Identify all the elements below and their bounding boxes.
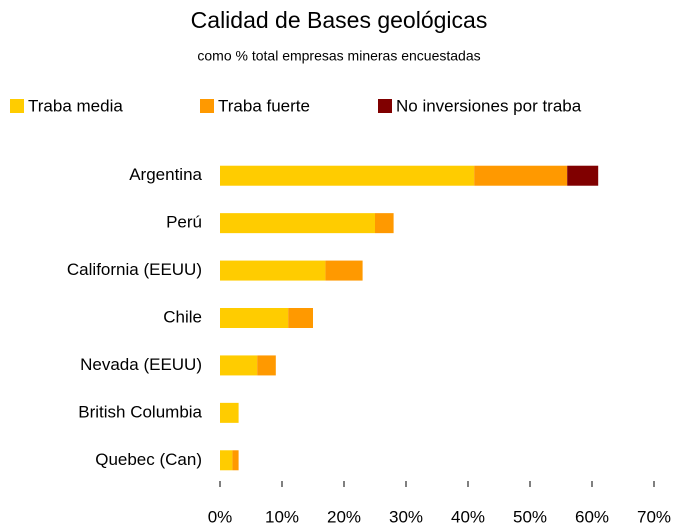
x-tick-label: 0% [208,507,233,526]
x-tick-label: 10% [265,507,299,526]
bar-segment [220,260,326,281]
bar-segment [325,260,363,281]
chart-subtitle: como % total empresas mineras encuestada… [197,48,480,64]
legend-swatch [378,99,392,113]
bar-segment [220,355,258,376]
bar-segment [220,308,289,328]
x-tick-label: 20% [327,507,361,526]
legend-swatch [10,99,24,113]
bar-segment [567,165,599,186]
bar-segment [474,165,568,186]
bar-segment [375,213,394,234]
bar-segment [257,355,276,376]
legend-label: Traba fuerte [218,96,310,115]
y-tick-label: Chile [163,307,202,326]
y-tick-label: Perú [166,213,202,232]
y-tick-label: Quebec (Can) [95,450,202,469]
bar-segment [220,402,239,423]
legend-label: No inversiones por traba [396,96,582,115]
legend-swatch [200,99,214,113]
bar-segment [220,450,233,471]
x-tick-label: 50% [513,507,547,526]
y-tick-label: British Columbia [78,402,202,421]
x-tick-label: 70% [637,507,671,526]
y-tick-label: Nevada (EEUU) [80,355,202,374]
legend-label: Traba media [28,96,123,115]
chart-title: Calidad de Bases geológicas [191,7,488,33]
bar-segment [288,308,313,328]
bar-segment [232,450,239,471]
x-tick-label: 60% [575,507,609,526]
x-tick-label: 30% [389,507,423,526]
y-tick-label: California (EEUU) [67,260,202,279]
bar-segment [220,165,475,186]
y-tick-label: Argentina [129,165,202,184]
bar-segment [220,213,375,234]
x-tick-label: 40% [451,507,485,526]
